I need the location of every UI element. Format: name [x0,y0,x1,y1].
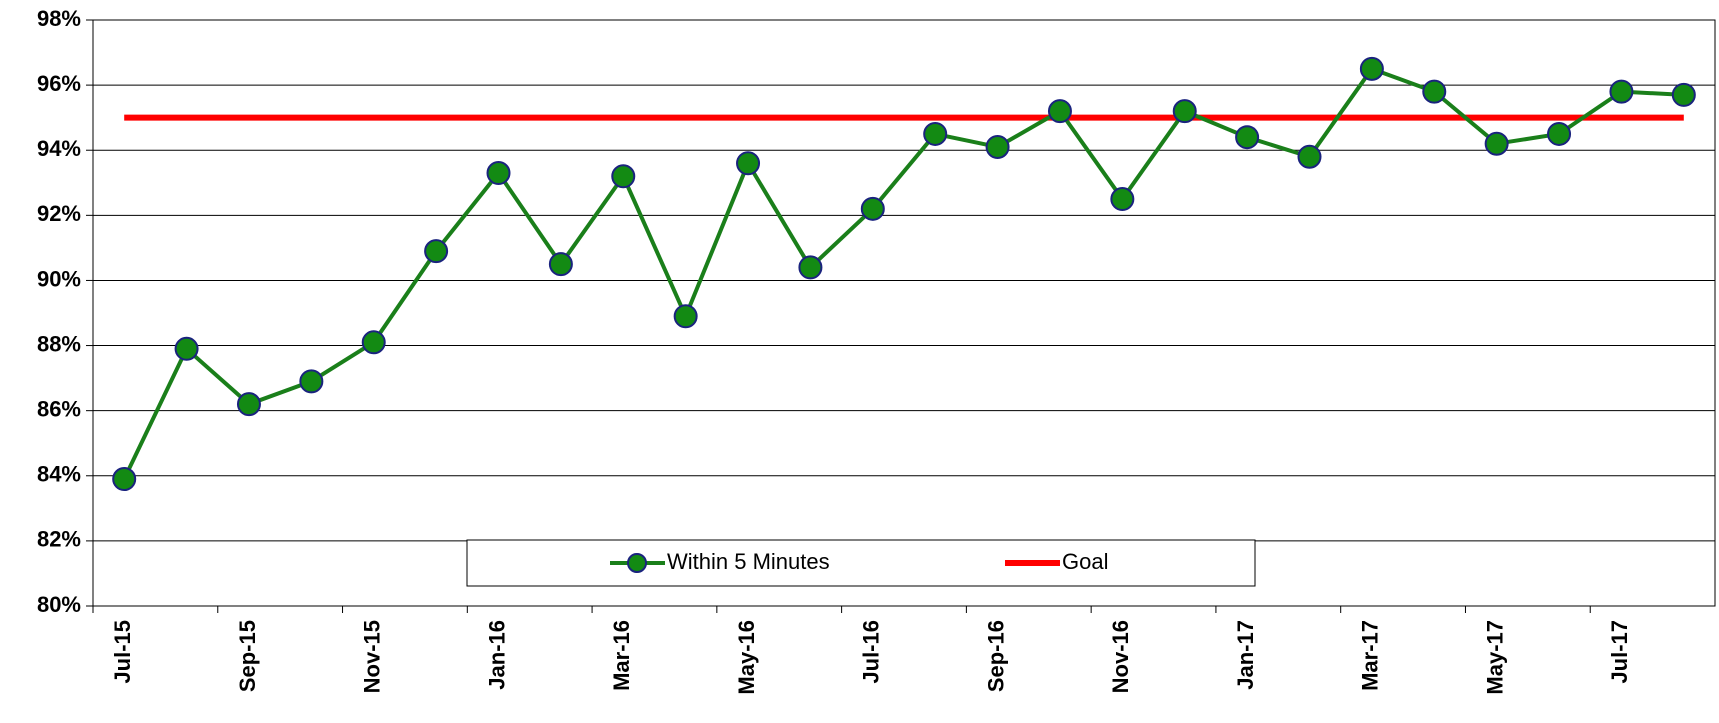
data-point [174,336,199,361]
data-point [798,255,823,280]
y-tick-label: 88% [37,331,81,356]
data-point [611,164,636,189]
data-point [1172,99,1197,124]
y-tick-label: 94% [37,136,81,161]
data-point [860,196,885,221]
y-tick-label: 84% [37,462,81,487]
data-point [1609,79,1634,104]
y-tick-label: 86% [37,396,81,421]
data-point [361,330,386,355]
legend: Within 5 Minutes Goal [466,539,1256,587]
data-point [236,392,261,417]
plot-frame [92,19,1716,607]
data-point [424,239,449,264]
y-tick-label: 96% [37,71,81,96]
data-point [673,304,698,329]
legend-label: Goal [1062,549,1108,574]
data-point [1422,79,1447,104]
x-tick-label: Nov-16 [1108,620,1133,693]
x-tick-label: Sep-16 [983,620,1008,692]
x-tick-label: Sep-15 [235,620,260,692]
series-line [122,66,1684,480]
x-tick-label: Jul-17 [1607,620,1632,684]
data-point [1671,82,1696,107]
y-tick-label: 82% [37,527,81,552]
data-point [486,161,511,186]
data-point [923,121,948,146]
data-point [1110,187,1135,212]
data-point [1047,99,1072,124]
legend-box [466,539,1256,587]
x-tick-label: May-16 [734,620,759,695]
data-point [1297,144,1322,169]
data-point [1547,121,1572,146]
data-point [299,369,324,394]
data-point [736,151,761,176]
y-tick-label: 80% [37,592,81,617]
data-point [1235,125,1260,150]
legend-label: Within 5 Minutes [667,549,830,574]
y-tick-label: 98% [37,6,81,31]
data-point [548,252,573,277]
legend-marker [627,553,647,573]
x-tick-label: Mar-16 [609,620,634,691]
y-tick-label: 90% [37,266,81,291]
x-tick-label: May-17 [1482,620,1507,695]
x-tick-label: Jan-17 [1233,620,1258,690]
x-tick-label: Mar-17 [1358,620,1383,691]
x-tick-label: Nov-15 [360,620,385,693]
x-tick-label: Jul-16 [859,620,884,684]
y-tick-label: 92% [37,201,81,226]
data-point [1484,131,1509,156]
x-tick-label: Jul-15 [110,620,135,684]
data-point [1359,56,1384,81]
data-point [112,467,137,492]
data-point [985,134,1010,159]
x-tick-label: Jan-16 [484,620,509,690]
